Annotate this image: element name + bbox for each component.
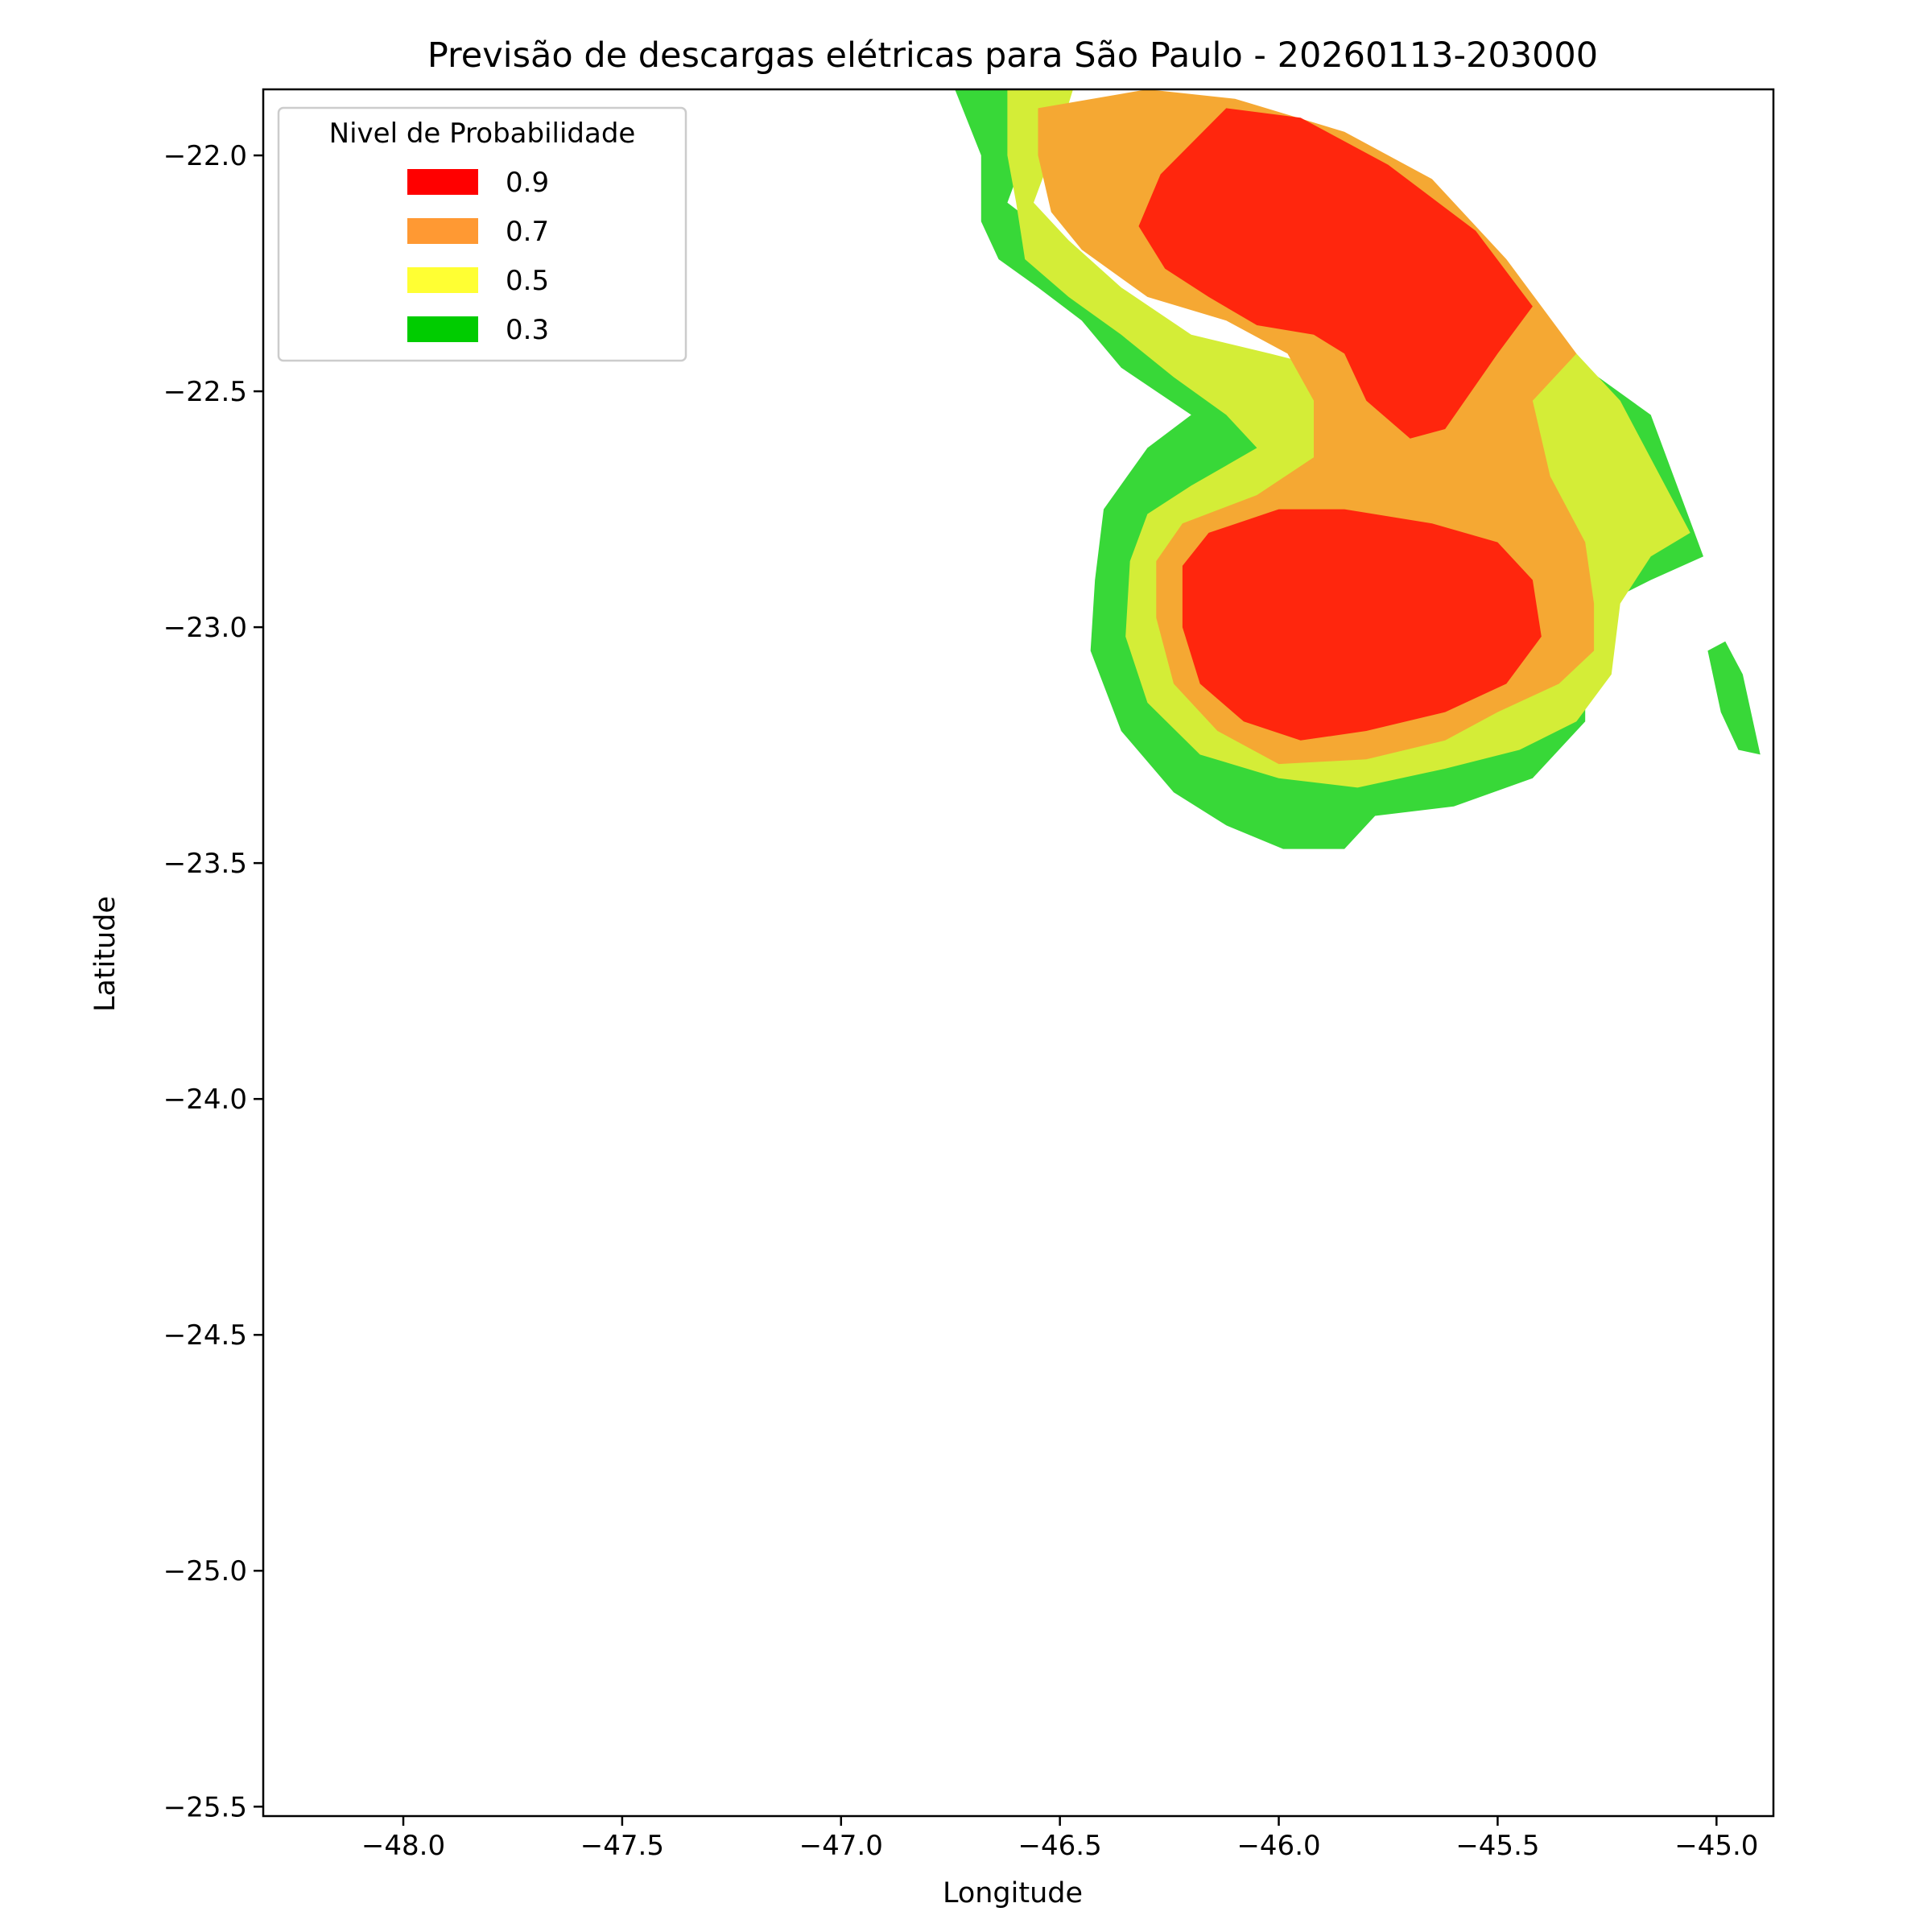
x-tick-label: −46.5 xyxy=(1018,1830,1102,1862)
legend-swatch xyxy=(407,169,478,195)
plot-area xyxy=(955,89,1761,849)
y-tick-label: −23.5 xyxy=(163,848,247,880)
x-tick-label: −45.0 xyxy=(1674,1830,1758,1862)
legend: Nivel de Probabilidade 0.9 0.7 0.5 0.3 xyxy=(277,106,687,362)
legend-box xyxy=(277,106,687,362)
contour-region-09-1 xyxy=(1182,509,1542,741)
y-axis-label: Latitude xyxy=(89,896,122,1012)
y-tick-label: −22.5 xyxy=(163,376,247,408)
y-tick-label: −25.5 xyxy=(163,1791,247,1823)
x-axis-label: Longitude xyxy=(943,1877,1083,1909)
legend-entry-label: 0.7 xyxy=(506,216,549,248)
legend-entry-label: 0.5 xyxy=(506,265,549,297)
y-axis: −22.0 −22.5 −23.0 −23.5 −24.0 −24.5 −25.0 −25.5 xyxy=(163,140,263,1823)
chart-title: Previsão de descargas elétricas para São… xyxy=(427,35,1598,76)
legend-swatch xyxy=(407,316,478,342)
x-tick-label: −46.0 xyxy=(1236,1830,1320,1862)
x-tick-label: −47.5 xyxy=(580,1830,664,1862)
y-tick-label: −25.0 xyxy=(163,1555,247,1587)
x-tick-label: −47.0 xyxy=(799,1830,883,1862)
legend-entry-label: 0.3 xyxy=(506,314,549,346)
legend-swatch xyxy=(407,267,478,293)
x-axis: −48.0 −47.5 −47.0 −46.5 −46.0 −45.5 −45.0 xyxy=(361,1816,1758,1862)
y-tick-label: −22.0 xyxy=(163,140,247,172)
x-tick-label: −45.5 xyxy=(1455,1830,1539,1862)
axes-frame xyxy=(262,88,1775,1818)
contour-region-09-0 xyxy=(1138,108,1533,439)
legend-entry-label: 0.9 xyxy=(506,167,549,199)
legend-title: Nivel de Probabilidade xyxy=(329,118,636,150)
y-tick-label: −23.0 xyxy=(163,612,247,644)
legend-swatch xyxy=(407,218,478,244)
y-tick-label: −24.0 xyxy=(163,1084,247,1116)
contour-region-03-1 xyxy=(1707,641,1761,755)
x-tick-label: −48.0 xyxy=(361,1830,445,1862)
y-tick-label: −24.5 xyxy=(163,1319,247,1352)
